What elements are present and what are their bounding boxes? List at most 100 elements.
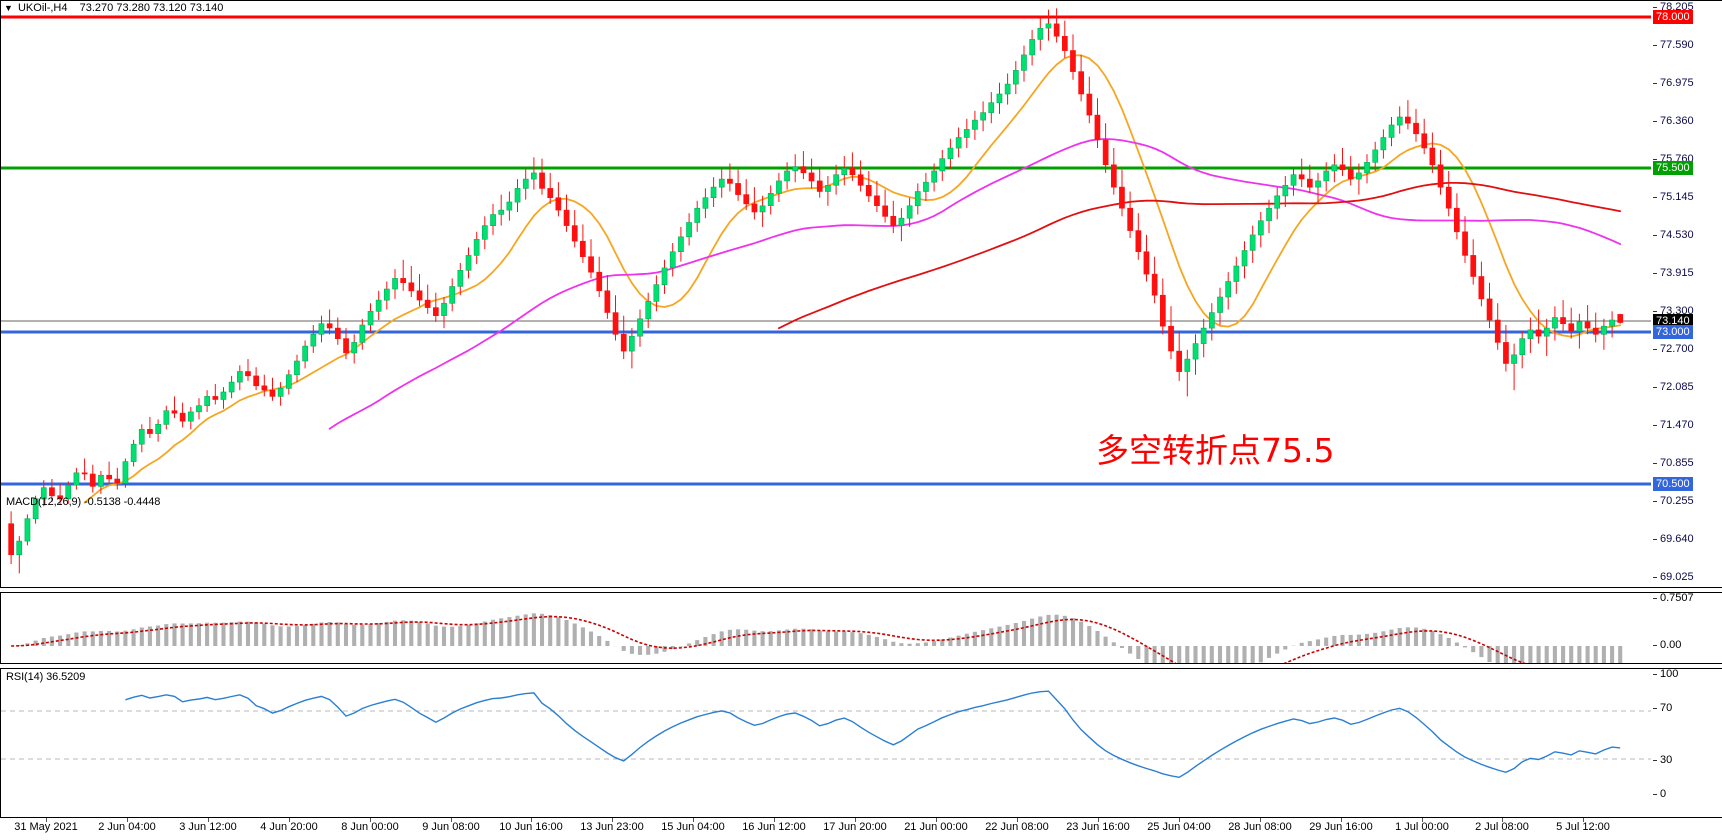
candle-bullish — [914, 191, 921, 207]
candle-bullish — [1233, 265, 1240, 282]
last-price-badge[interactable]: 73.140 — [1653, 314, 1693, 328]
price-axis-tick-label: 69.640 — [1660, 533, 1694, 545]
candle-bearish — [1470, 255, 1477, 277]
triangle-down-icon[interactable]: ▼ — [4, 3, 13, 13]
candle-bearish — [147, 428, 153, 434]
time-axis-label: 25 Jun 04:00 — [1147, 821, 1211, 833]
level-badge-73[interactable]: 73.000 — [1653, 325, 1693, 339]
price-axis[interactable]: 78.205 77.590 76.975 76.360 75.760 75.145 74.5… — [1652, 1, 1722, 587]
candle-bullish — [351, 342, 358, 354]
time-axis[interactable]: 31 May 2021 2 Jun 04:00 3 Jun 12:00 4 Jun 2… — [0, 818, 1722, 840]
candle-bearish — [808, 172, 815, 182]
candle-bearish — [1176, 350, 1182, 372]
candle-bullish — [1356, 172, 1362, 180]
candle-bullish — [947, 147, 954, 159]
candle-bearish — [1445, 186, 1452, 209]
candle-bearish — [1617, 314, 1624, 323]
candle-bearish — [579, 240, 586, 257]
price-axis-tick: 70.255 — [1652, 495, 1722, 508]
candle-bullish — [1192, 343, 1199, 360]
candle-bearish — [1062, 35, 1068, 51]
candle-bullish — [98, 474, 104, 487]
candle-bearish — [571, 225, 578, 242]
candle-bullish — [661, 267, 668, 285]
candle-bearish — [596, 271, 603, 292]
tick-dash — [1653, 577, 1657, 578]
candle-bullish — [939, 158, 946, 172]
price-axis-tick-label: 70.855 — [1660, 457, 1694, 469]
candle-bearish — [727, 178, 733, 184]
price-axis-tick-label: 71.470 — [1660, 419, 1694, 431]
candle-bearish — [882, 205, 888, 217]
ohlc-values: 73.270 73.280 73.120 73.140 — [79, 2, 224, 14]
time-axis-tick — [1017, 818, 1018, 822]
time-axis-label: 15 Jun 04:00 — [661, 821, 725, 833]
rsi-axis[interactable]: 100 70 30 0 — [1652, 668, 1722, 817]
candle-bearish — [424, 299, 431, 308]
candle-bullish — [522, 178, 529, 189]
symbol-label: UKOil-,H4 — [17, 2, 68, 14]
candle-bullish — [506, 201, 513, 211]
candle-bearish — [114, 478, 121, 484]
candle-bullish — [1601, 325, 1607, 335]
candle-bearish — [1347, 169, 1354, 180]
candle-bullish — [73, 472, 80, 486]
candle-bearish — [1503, 342, 1509, 364]
candle-bullish — [1282, 185, 1289, 197]
candle-bearish — [408, 282, 415, 292]
tick-dash — [1653, 311, 1657, 312]
price-chart-panel[interactable]: 78.205 77.590 76.975 76.360 75.760 75.145 74.5… — [0, 0, 1722, 588]
candle-bullish — [1380, 137, 1387, 151]
price-axis-tick: 72.700 — [1652, 343, 1722, 356]
candle-bullish — [155, 423, 162, 434]
candle-bullish — [645, 301, 652, 320]
tick-dash — [1653, 159, 1657, 160]
candle-bullish — [138, 428, 145, 445]
candle-bullish — [237, 371, 243, 383]
rsi-panel[interactable]: 100 70 30 0 — [0, 668, 1722, 818]
candle-bullish — [833, 174, 839, 186]
candle-bullish — [759, 205, 766, 213]
candle-bullish — [1576, 321, 1583, 332]
price-plot-area[interactable] — [1, 1, 1652, 587]
candle-bearish — [212, 396, 219, 400]
tick-dash — [1653, 794, 1657, 795]
level-badge-78[interactable]: 78.000 — [1653, 10, 1693, 24]
tick-dash — [1653, 273, 1657, 274]
candle-bearish — [1405, 116, 1411, 124]
tick-dash — [1653, 463, 1657, 464]
candle-bearish — [1339, 164, 1346, 171]
candle-bullish — [628, 335, 635, 352]
candle-bearish — [326, 323, 333, 329]
macd-axis-tick: 0.7507 — [1652, 592, 1722, 605]
candle-bearish — [334, 327, 341, 340]
candle-bullish — [130, 443, 137, 462]
level-badge-75-5[interactable]: 75.500 — [1653, 161, 1693, 175]
candle-bullish — [767, 193, 774, 207]
price-axis-tick-label: 72.085 — [1660, 381, 1694, 393]
time-axis-label: 13 Jun 23:00 — [580, 821, 644, 833]
level-badge-70-5[interactable]: 70.500 — [1653, 477, 1693, 491]
macd-plot-area[interactable] — [1, 593, 1652, 663]
candle-bearish — [857, 174, 864, 186]
time-axis-tick — [1502, 818, 1503, 822]
candle-bearish — [1053, 23, 1060, 37]
candle-bullish — [465, 255, 472, 271]
candle-bearish — [1494, 319, 1501, 343]
tick-dash — [1653, 387, 1657, 388]
rsi-plot-area[interactable] — [1, 669, 1652, 817]
tick-dash — [1653, 45, 1657, 46]
candle-bullish — [1200, 327, 1207, 344]
time-axis-label: 9 Jun 08:00 — [422, 821, 480, 833]
candle-bearish — [620, 333, 627, 352]
time-axis-label: 29 Jun 16:00 — [1309, 821, 1373, 833]
tick-dash — [1653, 121, 1657, 122]
price-axis-tick: 71.470 — [1652, 419, 1722, 432]
candle-bullish — [122, 461, 129, 484]
candle-bullish — [841, 168, 848, 175]
candle-bearish — [1111, 164, 1117, 188]
candle-bullish — [1029, 39, 1035, 56]
macd-axis-tick-label: 0.7507 — [1660, 592, 1694, 604]
